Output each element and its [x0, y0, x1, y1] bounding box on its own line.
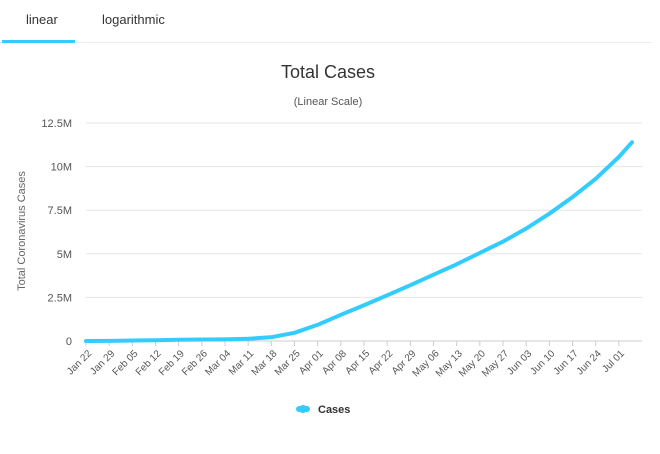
data-point — [223, 337, 227, 341]
data-point — [617, 155, 621, 159]
x-tick-label: Mar 04 — [203, 348, 233, 378]
data-point — [630, 140, 634, 144]
data-point — [84, 339, 88, 343]
data-point — [177, 338, 181, 342]
y-tick-label: 0 — [66, 336, 72, 348]
chart-title: Total Cases — [281, 62, 375, 82]
data-point — [571, 195, 574, 199]
data-point — [200, 338, 204, 342]
data-point — [362, 303, 366, 307]
data-point — [316, 323, 320, 327]
chart-subtitle: (Linear Scale) — [294, 96, 362, 108]
x-tick-label: Mar 25 — [273, 348, 303, 378]
data-point — [154, 338, 157, 342]
x-tick-label: Apr 08 — [320, 348, 349, 377]
y-axis-label: Total Coronavirus Cases — [16, 171, 28, 291]
legend-label-cases[interactable]: Cases — [318, 404, 350, 416]
x-tick-label: Apr 15 — [344, 348, 373, 377]
data-point — [547, 212, 551, 216]
data-point — [432, 273, 435, 277]
y-tick-label: 7.5M — [48, 205, 72, 217]
x-tick-label: Jun 10 — [528, 348, 557, 377]
y-tick-label: 12.5M — [41, 118, 72, 130]
data-point — [339, 313, 343, 317]
data-point — [293, 331, 296, 335]
scale-tabs: linear logarithmic — [0, 0, 652, 43]
legend-marker — [299, 405, 307, 413]
data-point — [269, 335, 273, 339]
x-tick-label: Jul 01 — [600, 348, 627, 375]
legend[interactable]: Cases — [296, 404, 350, 416]
data-point — [107, 339, 111, 343]
data-point — [455, 262, 459, 266]
y-tick-label: 10M — [51, 162, 72, 174]
x-tick-label: Apr 22 — [367, 348, 396, 377]
data-point — [408, 283, 412, 287]
tab-linear[interactable]: linear — [26, 12, 58, 27]
data-point — [524, 227, 528, 231]
data-point — [130, 339, 134, 343]
x-tick-label: Jun 17 — [552, 348, 581, 377]
x-tick-label: Jun 03 — [505, 348, 534, 377]
y-tick-label: 5M — [57, 249, 72, 261]
x-tick-label: Apr 01 — [297, 348, 326, 377]
tab-logarithmic[interactable]: logarithmic — [102, 12, 165, 27]
series-line-cases — [84, 140, 635, 343]
data-point — [246, 337, 250, 341]
x-tick-label: Jan 22 — [65, 348, 94, 377]
data-point — [478, 251, 482, 255]
data-point — [385, 293, 389, 297]
active-tab-indicator — [2, 40, 75, 43]
data-point — [501, 240, 505, 244]
x-tick-label: Jun 24 — [575, 348, 604, 377]
y-tick-label: 2.5M — [48, 292, 72, 304]
x-tick-label: May 27 — [480, 348, 511, 379]
data-point — [594, 177, 598, 181]
